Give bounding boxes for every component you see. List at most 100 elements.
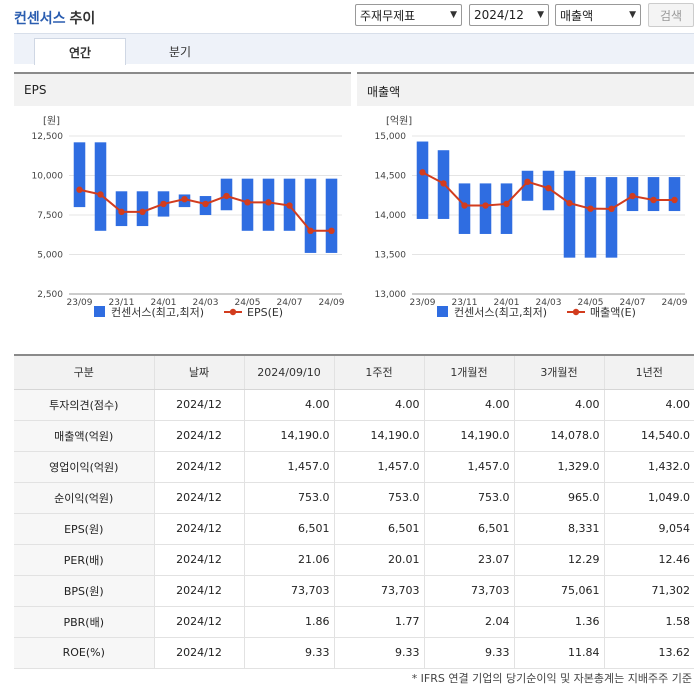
page-title-sub: 추이 [69, 11, 96, 27]
line-point [608, 205, 615, 213]
y-axis-unit: [억원] [386, 115, 412, 127]
table-cell: 9.33 [243, 637, 334, 669]
legend-bar-swatch [94, 306, 105, 317]
x-tick-label: 24/01 [494, 298, 520, 308]
line-point [503, 200, 510, 208]
tab-annual[interactable]: 연간 [34, 38, 126, 65]
table-row: ROE(%) 2024/12 9.33 9.33 9.33 11.84 13.62 [14, 637, 694, 669]
column-header: 1년전 [603, 354, 694, 390]
table-cell: 13.62 [603, 637, 694, 669]
table-cell: 753.0 [243, 482, 334, 514]
range-bar [500, 183, 513, 234]
y-axis-unit: [원] [43, 115, 60, 127]
table-cell: 1,329.0 [513, 451, 604, 483]
table-cell: 4.00 [243, 389, 334, 421]
table-row: 순이익(억원) 2024/12 753.0 753.0 753.0 965.0 1,049.… [14, 482, 694, 514]
page-title: 컨센서스 추이 [14, 8, 95, 28]
x-tick-label: 23/11 [452, 298, 478, 308]
table-cell: 1.77 [333, 606, 424, 638]
table-cell: 4.00 [513, 389, 604, 421]
line-point [440, 180, 447, 187]
statement-type-value: 주재무제표 [360, 8, 416, 23]
metric-select[interactable]: 매출액 ▼ [555, 4, 641, 26]
line-point [160, 200, 167, 208]
line-point [286, 202, 293, 209]
legend-line-label: 매출액(E) [590, 306, 636, 319]
table-cell: 9.33 [333, 637, 424, 669]
statement-type-select[interactable]: 주재무제표 ▼ [355, 4, 462, 26]
line-point [419, 169, 426, 176]
table-cell: 1,457.0 [333, 451, 424, 483]
table-header-row: 구분 날짜 2024/09/10 1주전 1개월전 3개월전 1년전 [14, 354, 694, 390]
table-cell: 12.29 [513, 544, 604, 576]
row-label: 매출액(억원) [14, 420, 154, 452]
table-row: 매출액(억원) 2024/12 14,190.0 14,190.0 14,190.0 14… [14, 420, 694, 452]
column-header: 3개월전 [513, 354, 604, 390]
eps-chart-panel: EPS [원] 12,500 10,000 7,500 5,000 2,500 23/09 2… [14, 72, 351, 332]
line-point [181, 196, 188, 203]
column-header: 1개월전 [423, 354, 514, 390]
row-label: 투자의견(점수) [14, 389, 154, 421]
legend-bar-swatch [437, 306, 448, 317]
table-cell: 1,432.0 [603, 451, 694, 483]
row-date: 2024/12 [153, 575, 244, 607]
x-tick-label: 24/07 [620, 298, 646, 308]
period-tabs: 연간 분기 [14, 33, 694, 65]
range-bar [563, 170, 576, 258]
x-tick-label: 23/09 [410, 298, 436, 308]
eps-chart-title: EPS [14, 72, 351, 106]
table-row: 투자의견(점수) 2024/12 4.00 4.00 4.00 4.00 4.00 [14, 389, 694, 421]
range-bar [584, 177, 597, 258]
table-cell: 71,302 [603, 575, 694, 607]
page-header: 컨센서스 추이 주재무제표 ▼ 2024/12 ▼ 매출액 ▼ 검색 [0, 0, 700, 32]
table-cell: 4.00 [423, 389, 514, 421]
page-title-main: 컨센서스 [14, 11, 66, 27]
table-cell: 14,078.0 [513, 420, 604, 452]
line-point [244, 199, 251, 206]
table-cell: 73,703 [333, 575, 424, 607]
x-tick-label: 24/09 [662, 298, 688, 308]
table-cell: 6,501 [243, 513, 334, 545]
chevron-down-icon: ▼ [629, 10, 636, 20]
tab-quarterly[interactable]: 분기 [168, 45, 192, 59]
row-label: ROE(%) [14, 637, 154, 669]
search-button[interactable]: 검색 [648, 3, 694, 27]
line-point [587, 205, 594, 212]
row-date: 2024/12 [153, 606, 244, 638]
table-cell: 1.36 [513, 606, 604, 638]
legend-line-marker [572, 308, 580, 316]
row-date: 2024/12 [153, 637, 244, 669]
line-point [629, 192, 636, 200]
x-tick-label: 24/03 [193, 298, 219, 308]
legend-bar-label: 컨센서스(최고,최저) [454, 306, 547, 319]
table-cell: 1.58 [603, 606, 694, 638]
table-row: EPS(원) 2024/12 6,501 6,501 6,501 8,331 9,054 [14, 513, 694, 545]
range-bar [325, 178, 338, 253]
table-cell: 753.0 [423, 482, 514, 514]
table-cell: 23.07 [423, 544, 514, 576]
table-cell: 14,190.0 [423, 420, 514, 452]
row-label: PBR(배) [14, 606, 154, 638]
range-bar [94, 142, 107, 231]
x-tick-label: 24/09 [319, 298, 345, 308]
range-bar [605, 177, 618, 258]
table-cell: 73,703 [423, 575, 514, 607]
table-cell: 1.86 [243, 606, 334, 638]
table-cell: 21.06 [243, 544, 334, 576]
line-point [328, 227, 335, 234]
range-bar [304, 178, 317, 253]
x-tick-label: 24/03 [536, 298, 562, 308]
column-header: 구분 [14, 354, 154, 390]
line-point [265, 199, 272, 206]
table-cell: 11.84 [513, 637, 604, 669]
x-tick-label: 23/09 [67, 298, 93, 308]
range-bar [416, 141, 429, 219]
row-date: 2024/12 [153, 544, 244, 576]
table-cell: 6,501 [423, 513, 514, 545]
revenue-chart-title: 매출액 [357, 72, 694, 106]
line-point [671, 196, 678, 204]
range-bar [521, 170, 534, 201]
period-select[interactable]: 2024/12 ▼ [469, 4, 549, 26]
x-tick-label: 24/01 [151, 298, 177, 308]
